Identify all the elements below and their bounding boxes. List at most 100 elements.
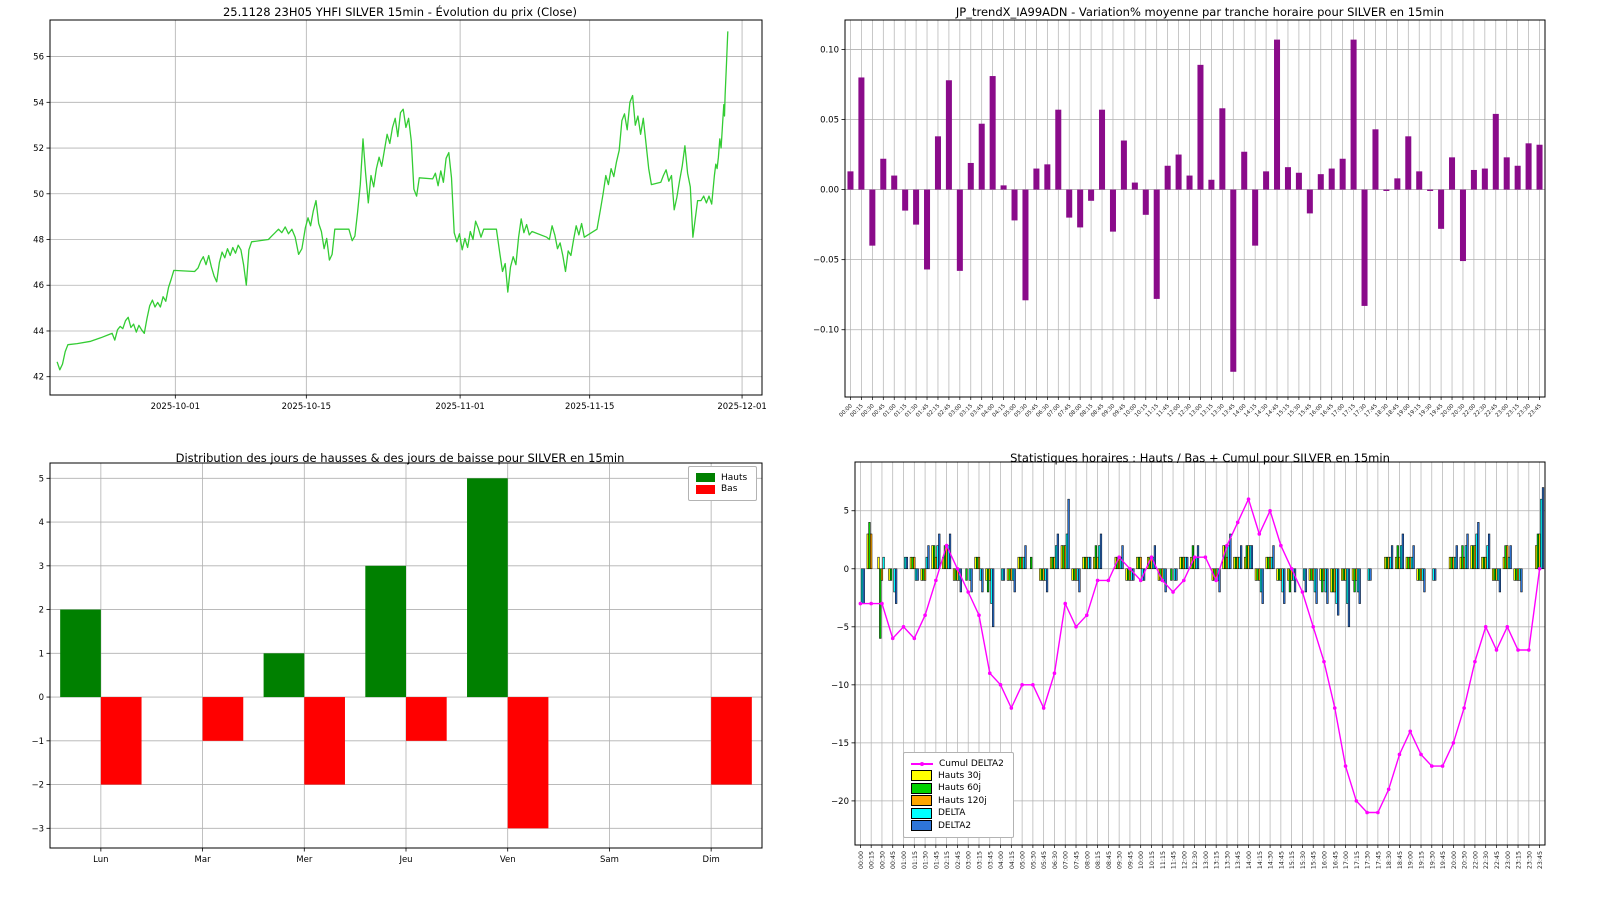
svg-text:00:15: 00:15 xyxy=(869,851,876,869)
svg-text:22:00: 22:00 xyxy=(1472,851,1479,869)
svg-text:04:15: 04:15 xyxy=(1009,851,1016,869)
svg-text:17:45: 17:45 xyxy=(1375,851,1382,869)
svg-text:02:45: 02:45 xyxy=(955,851,962,869)
svg-text:01:00: 01:00 xyxy=(901,851,908,869)
svg-text:07:45: 07:45 xyxy=(1074,851,1081,869)
svg-text:09:45: 09:45 xyxy=(1127,851,1134,869)
legend-item: Hauts xyxy=(696,473,747,483)
svg-text:16:00: 16:00 xyxy=(1321,851,1328,869)
svg-text:−15: −15 xyxy=(831,739,849,749)
svg-text:Sam: Sam xyxy=(600,855,619,865)
svg-text:16:45: 16:45 xyxy=(1332,851,1339,869)
svg-text:14:00: 14:00 xyxy=(1246,851,1253,869)
svg-text:2025-10-01: 2025-10-01 xyxy=(151,402,200,412)
svg-text:17:15: 17:15 xyxy=(1354,851,1361,869)
svg-text:2025-11-15: 2025-11-15 xyxy=(565,402,614,412)
svg-text:46: 46 xyxy=(33,281,44,291)
distribution-chart-canvas: 5 4 3 2 1 0 −1 −2 −3 Lun Mar Mer Jeu Ven Sam Dim xyxy=(31,462,763,865)
svg-text:01:45: 01:45 xyxy=(933,851,940,869)
svg-text:23:30: 23:30 xyxy=(1526,851,1533,869)
legend-label: Hauts 30j xyxy=(938,770,982,781)
svg-text:18:45: 18:45 xyxy=(1397,851,1404,869)
svg-text:0: 0 xyxy=(39,693,44,703)
svg-text:0.00: 0.00 xyxy=(820,186,839,196)
svg-text:50: 50 xyxy=(33,190,44,200)
legend-label: DELTA2 xyxy=(938,820,972,831)
legend-item: Hauts 120j xyxy=(911,795,1004,806)
svg-text:0.05: 0.05 xyxy=(820,116,839,126)
legend-color-swatch xyxy=(696,473,715,482)
svg-text:06:30: 06:30 xyxy=(1052,851,1059,869)
legend-item: Bas xyxy=(696,484,747,494)
svg-text:04:00: 04:00 xyxy=(998,851,1005,869)
svg-text:23:15: 23:15 xyxy=(1516,851,1523,869)
legend-color-swatch xyxy=(911,770,932,781)
svg-text:19:00: 19:00 xyxy=(1408,851,1415,869)
legend-color-swatch xyxy=(911,807,932,819)
svg-text:14:30: 14:30 xyxy=(1268,851,1275,869)
distribution-legend: Hauts Bas xyxy=(688,466,758,501)
legend-color-swatch xyxy=(911,782,932,794)
svg-text:22:45: 22:45 xyxy=(1494,851,1501,869)
svg-text:Mer: Mer xyxy=(296,855,313,865)
distribution-chart-title: Distribution des jours de hausses & des … xyxy=(175,451,625,465)
svg-text:15:45: 15:45 xyxy=(1311,851,1318,869)
legend-label: Bas xyxy=(721,484,738,494)
svg-text:18:30: 18:30 xyxy=(1386,851,1393,869)
svg-text:−1: −1 xyxy=(31,737,44,747)
svg-text:−0.10: −0.10 xyxy=(813,326,839,336)
legend-label: DELTA xyxy=(938,808,966,818)
svg-text:2025-12-01: 2025-12-01 xyxy=(717,402,766,412)
svg-text:10:00: 10:00 xyxy=(1138,851,1145,869)
svg-text:23:45: 23:45 xyxy=(1527,403,1543,419)
legend-line-swatch xyxy=(911,759,933,768)
svg-text:00:30: 00:30 xyxy=(879,851,886,869)
stats-chart-canvas: 5 0 −5 −10 −15 −20 00:00 00:15 00:30 00:45 01:00 01… xyxy=(831,461,1546,869)
svg-text:52: 52 xyxy=(33,144,44,154)
svg-text:17:00: 17:00 xyxy=(1343,851,1350,869)
legend-item: DELTA xyxy=(911,807,1004,819)
svg-text:15:30: 15:30 xyxy=(1300,851,1307,869)
svg-text:Ven: Ven xyxy=(500,855,516,865)
stats-legend: Cumul DELTA2 Hauts 30j Hauts 60j Hauts 120j… xyxy=(903,752,1014,838)
svg-text:03:45: 03:45 xyxy=(987,851,994,869)
legend-label: Hauts 60j xyxy=(938,783,982,793)
svg-text:08:45: 08:45 xyxy=(1106,851,1113,869)
legend-color-swatch xyxy=(911,820,932,831)
svg-text:07:00: 07:00 xyxy=(1063,851,1070,869)
svg-text:22:30: 22:30 xyxy=(1483,851,1490,869)
svg-text:00:00: 00:00 xyxy=(858,851,865,869)
legend-item: Hauts 60j xyxy=(911,782,1004,794)
svg-text:05:30: 05:30 xyxy=(1030,851,1037,869)
svg-text:Dim: Dim xyxy=(703,855,720,865)
svg-text:12:30: 12:30 xyxy=(1192,851,1199,869)
svg-text:4: 4 xyxy=(39,518,44,528)
svg-text:−5: −5 xyxy=(836,623,849,633)
svg-text:02:15: 02:15 xyxy=(944,851,951,869)
svg-text:19:30: 19:30 xyxy=(1429,851,1436,869)
svg-text:−3: −3 xyxy=(31,824,44,834)
variation-chart-title: JP_trendX_IA99ADN - Variation% moyenne p… xyxy=(955,5,1445,19)
svg-text:12:00: 12:00 xyxy=(1181,851,1188,869)
svg-text:5: 5 xyxy=(844,507,849,517)
svg-text:14:15: 14:15 xyxy=(1257,851,1264,869)
legend-label: Hauts xyxy=(721,472,748,483)
svg-text:10:15: 10:15 xyxy=(1149,851,1156,869)
svg-text:56: 56 xyxy=(33,53,44,63)
variation-chart-canvas: 0.100.050.00−0.05−0.1000:0000:1500:3000:… xyxy=(813,19,1546,419)
svg-text:08:00: 08:00 xyxy=(1084,851,1091,869)
svg-text:−20: −20 xyxy=(831,797,849,807)
svg-text:11:45: 11:45 xyxy=(1171,851,1178,869)
svg-text:13:15: 13:15 xyxy=(1214,851,1221,869)
svg-text:20:30: 20:30 xyxy=(1462,851,1469,869)
legend-item: DELTA2 xyxy=(911,820,1004,831)
svg-text:Jeu: Jeu xyxy=(398,855,412,865)
svg-text:14:45: 14:45 xyxy=(1278,851,1285,869)
svg-text:08:15: 08:15 xyxy=(1095,851,1102,869)
svg-text:2025-10-15: 2025-10-15 xyxy=(282,402,331,412)
svg-text:48: 48 xyxy=(33,236,44,246)
svg-text:03:15: 03:15 xyxy=(976,851,983,869)
svg-text:23:00: 23:00 xyxy=(1505,851,1512,869)
svg-text:05:00: 05:00 xyxy=(1020,851,1027,869)
